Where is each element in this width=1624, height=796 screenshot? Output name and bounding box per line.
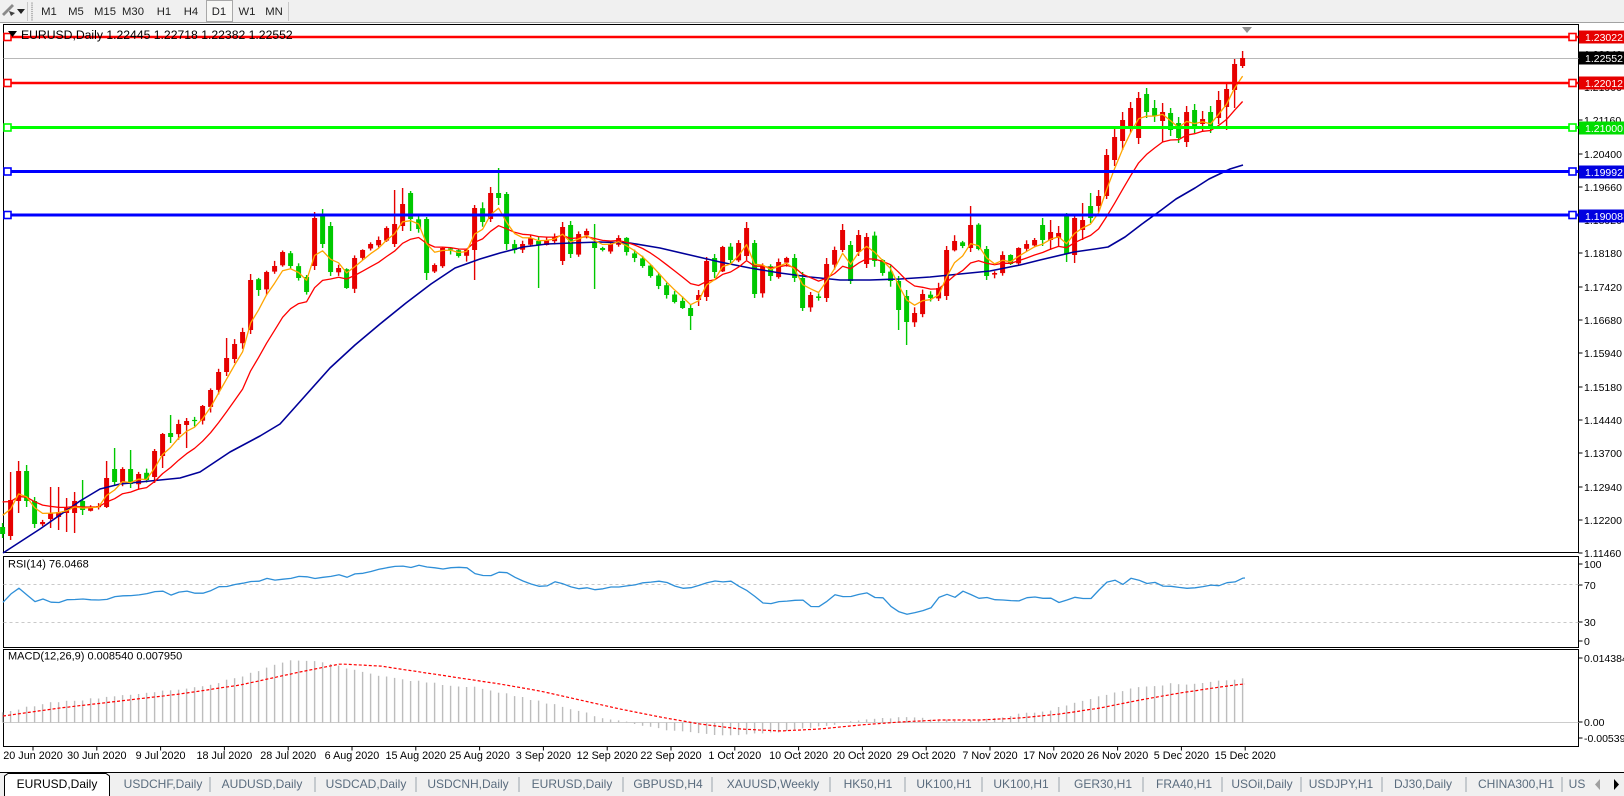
- svg-text:30 Jun 2020: 30 Jun 2020: [67, 750, 126, 762]
- svg-text:UK100,H1: UK100,H1: [916, 777, 972, 791]
- svg-text:1.22012: 1.22012: [1585, 78, 1623, 90]
- svg-text:9 Jul 2020: 9 Jul 2020: [136, 750, 186, 762]
- svg-text:1.18180: 1.18180: [1584, 248, 1622, 260]
- svg-text:MACD(12,26,9) 0.008540 0.00795: MACD(12,26,9) 0.008540 0.007950: [8, 651, 182, 663]
- svg-text:EURUSD,Daily: EURUSD,Daily: [17, 777, 98, 791]
- svg-text:18 Jul 2020: 18 Jul 2020: [196, 750, 252, 762]
- svg-text:-0.005396: -0.005396: [1584, 733, 1624, 745]
- svg-text:RSI(14) 76.0468: RSI(14) 76.0468: [8, 559, 89, 571]
- svg-text:US: US: [1569, 777, 1586, 791]
- svg-text:0.014384: 0.014384: [1584, 653, 1624, 665]
- svg-text:1.22552: 1.22552: [1585, 53, 1623, 65]
- svg-text:DJ30,Daily: DJ30,Daily: [1394, 777, 1452, 791]
- svg-text:0: 0: [1584, 636, 1590, 648]
- svg-text:AUDUSD,Daily: AUDUSD,Daily: [222, 777, 303, 791]
- svg-text:GER30,H1: GER30,H1: [1074, 777, 1132, 791]
- svg-text:26 Nov 2020: 26 Nov 2020: [1087, 750, 1148, 762]
- svg-text:M15: M15: [94, 6, 116, 18]
- svg-text:1.19992: 1.19992: [1585, 167, 1623, 179]
- svg-text:0.00: 0.00: [1584, 717, 1605, 729]
- svg-text:EURUSD,Daily 1.22445 1.22718 1: EURUSD,Daily 1.22445 1.22718 1.22382 1.2…: [21, 28, 293, 42]
- svg-text:M30: M30: [122, 6, 144, 18]
- svg-text:25 Aug 2020: 25 Aug 2020: [449, 750, 510, 762]
- svg-text:M5: M5: [68, 6, 84, 18]
- svg-text:1.14440: 1.14440: [1584, 415, 1622, 427]
- svg-text:CHINA300,H1: CHINA300,H1: [1478, 777, 1554, 791]
- svg-text:1.13700: 1.13700: [1584, 448, 1622, 460]
- svg-text:1.12940: 1.12940: [1584, 482, 1622, 494]
- svg-text:1.11460: 1.11460: [1584, 548, 1621, 560]
- svg-text:1.19008: 1.19008: [1585, 211, 1623, 223]
- svg-text:1 Oct 2020: 1 Oct 2020: [708, 750, 761, 762]
- svg-text:1.15940: 1.15940: [1584, 348, 1622, 360]
- svg-text:15 Aug 2020: 15 Aug 2020: [385, 750, 446, 762]
- svg-text:29 Oct 2020: 29 Oct 2020: [897, 750, 956, 762]
- svg-text:USDCAD,Daily: USDCAD,Daily: [326, 777, 407, 791]
- svg-text:D1: D1: [212, 6, 226, 18]
- svg-text:10 Oct 2020: 10 Oct 2020: [769, 750, 828, 762]
- svg-text:12 Sep 2020: 12 Sep 2020: [577, 750, 638, 762]
- svg-text:1.16680: 1.16680: [1584, 315, 1622, 327]
- svg-text:1.12200: 1.12200: [1584, 515, 1622, 527]
- svg-text:XAUUSD,Weekly: XAUUSD,Weekly: [727, 777, 819, 791]
- svg-text:100: 100: [1584, 559, 1602, 571]
- svg-text:3 Sep 2020: 3 Sep 2020: [516, 750, 571, 762]
- svg-text:1.23022: 1.23022: [1585, 32, 1623, 44]
- svg-text:30: 30: [1584, 617, 1596, 629]
- svg-text:1.19660: 1.19660: [1584, 182, 1622, 194]
- svg-text:H1: H1: [157, 6, 171, 18]
- svg-text:W1: W1: [239, 6, 256, 18]
- svg-text:1.17420: 1.17420: [1584, 282, 1622, 294]
- svg-text:USDCNH,Daily: USDCNH,Daily: [427, 777, 508, 791]
- svg-text:7 Nov 2020: 7 Nov 2020: [962, 750, 1017, 762]
- svg-text:28 Jul 2020: 28 Jul 2020: [260, 750, 316, 762]
- svg-text:5 Dec 2020: 5 Dec 2020: [1154, 750, 1209, 762]
- svg-text:MN: MN: [265, 6, 283, 18]
- svg-text:M1: M1: [41, 6, 57, 18]
- svg-text:UK100,H1: UK100,H1: [993, 777, 1049, 791]
- svg-text:USOil,Daily: USOil,Daily: [1231, 777, 1292, 791]
- svg-text:1.20400: 1.20400: [1584, 149, 1622, 161]
- svg-text:6 Aug 2020: 6 Aug 2020: [325, 750, 380, 762]
- svg-text:17 Nov 2020: 17 Nov 2020: [1023, 750, 1084, 762]
- svg-text:EURUSD,Daily: EURUSD,Daily: [532, 777, 613, 791]
- svg-text:20 Oct 2020: 20 Oct 2020: [833, 750, 892, 762]
- svg-text:USDJPY,H1: USDJPY,H1: [1309, 777, 1374, 791]
- svg-text:22 Sep 2020: 22 Sep 2020: [640, 750, 701, 762]
- svg-text:20 Jun 2020: 20 Jun 2020: [3, 750, 62, 762]
- svg-text:GBPUSD,H4: GBPUSD,H4: [633, 777, 703, 791]
- svg-text:15 Dec 2020: 15 Dec 2020: [1215, 750, 1276, 762]
- svg-text:USDCHF,Daily: USDCHF,Daily: [124, 777, 203, 791]
- svg-text:1.21000: 1.21000: [1585, 123, 1623, 135]
- svg-text:1.15180: 1.15180: [1584, 382, 1622, 394]
- svg-text:70: 70: [1584, 580, 1596, 592]
- svg-text:HK50,H1: HK50,H1: [844, 777, 893, 791]
- svg-text:H4: H4: [184, 6, 198, 18]
- svg-text:FRA40,H1: FRA40,H1: [1156, 777, 1212, 791]
